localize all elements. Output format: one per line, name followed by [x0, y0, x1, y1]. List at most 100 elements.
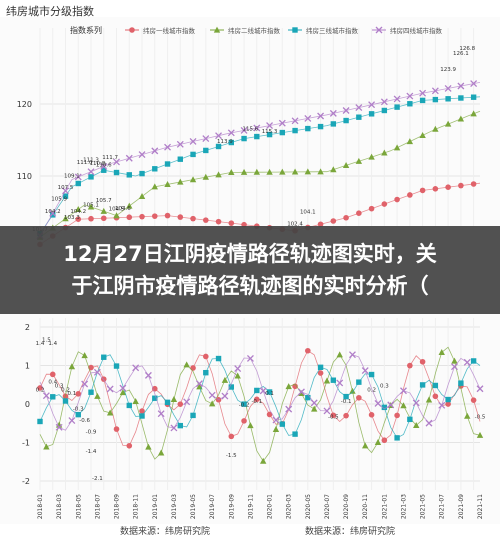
chart1-marker [100, 207, 107, 214]
chart1-data-label: 102.4 [287, 222, 303, 228]
article-title-banner: 12月27日江阴疫情路径轨迹图实时，关 于江阴市疫情路径轨迹图的实时分析（ [0, 226, 500, 314]
chart2-marker [458, 380, 464, 386]
chart2-marker [279, 421, 286, 427]
chart2-marker [145, 443, 152, 450]
chart2-marker [464, 412, 471, 419]
chart2-marker [119, 389, 127, 396]
chart1-marker [253, 168, 261, 175]
chart2-marker [254, 396, 260, 403]
chart2-x-tick-label: 2018-05 [75, 494, 82, 519]
header-title: 纬房城市分级指数 [6, 5, 94, 18]
chart2-marker [419, 358, 426, 365]
chart1-marker [240, 168, 248, 175]
chart2-x-tick-label: 2021-11 [477, 494, 484, 519]
source-note-left: 数据来源：纬房研究院 [120, 527, 211, 537]
chart1-y-tick-label: 110 [17, 172, 32, 181]
chart2-panel [0, 314, 500, 524]
chart1-marker [190, 151, 196, 158]
chart1-marker [393, 144, 401, 151]
chart1-marker [432, 125, 439, 132]
chart1-marker [176, 140, 184, 148]
chart1-data-label: 105.9 [51, 197, 67, 203]
chart1-marker [228, 169, 235, 175]
chart2-marker [119, 384, 127, 392]
banner-line-2: 于江阴市疫情路径轨迹图的实时分析（ [71, 274, 429, 298]
chart2-marker [305, 347, 311, 354]
chart2-marker [49, 371, 56, 378]
chart1-data-label: 105.1 [83, 202, 99, 208]
chart2-y-tick-label: -1 [22, 439, 30, 448]
chart1-marker [381, 201, 388, 207]
chart1-data-label: 115.6 [243, 127, 259, 133]
chart2-marker [106, 409, 114, 416]
chart2-marker [400, 387, 407, 395]
chart1-marker [470, 94, 477, 100]
chart2-marker [221, 392, 229, 400]
chart2-marker [75, 411, 81, 418]
chart2-marker [42, 392, 50, 400]
chart1-marker [101, 167, 107, 173]
chart1-legend-title: 指数系列 [70, 25, 102, 35]
chart2-marker [343, 412, 349, 419]
chart1-marker [419, 187, 426, 194]
chart1-data-label: 104.1 [300, 209, 316, 215]
chart1-marker [470, 181, 477, 187]
chart2-marker [362, 442, 369, 449]
chart2-marker [451, 357, 458, 364]
chart2-marker [215, 355, 222, 362]
chart1-marker [279, 129, 286, 136]
legend-marker [129, 27, 135, 33]
chart1-marker [432, 96, 439, 103]
chart2-marker [381, 437, 388, 444]
chart2-marker [438, 348, 445, 355]
chart2-data-label: 1.4 [48, 341, 57, 347]
chart2-marker [37, 385, 43, 391]
chart2-x-tick-label: 2019-05 [190, 494, 197, 519]
legend-entry: 纬房二线城市指数 [228, 26, 281, 35]
chart2-marker [132, 364, 140, 372]
chart2-x-tick-label: 2018-03 [56, 494, 63, 519]
chart1-marker [355, 104, 363, 112]
chart1-marker [75, 180, 81, 187]
chart1-marker [164, 181, 171, 187]
chart2-marker [241, 401, 247, 407]
chart1-data-label: 126.1 [453, 51, 469, 57]
chart1-marker [445, 96, 451, 102]
chart2-marker [285, 383, 292, 390]
chart2-marker [246, 354, 254, 362]
chart1-marker [278, 119, 286, 127]
chart2-marker [343, 393, 349, 400]
chart2-marker [202, 353, 209, 360]
chart2-marker [292, 431, 298, 437]
chart1-marker [444, 120, 452, 127]
chart2-marker [68, 417, 76, 425]
chart1-marker [291, 117, 299, 125]
chart2-marker [297, 388, 305, 396]
chart2-data-label: -0.1 [341, 399, 352, 405]
chart2-marker [356, 394, 362, 401]
chart2-x-tick-label: 2020-09 [343, 494, 350, 519]
chart1-marker [355, 157, 363, 164]
chart1-marker [317, 221, 324, 228]
legend-marker [292, 27, 298, 33]
chart2-marker [208, 400, 216, 407]
chart2-marker [94, 392, 101, 399]
chart2-x-tick-label: 2019-11 [247, 494, 254, 519]
chart2-marker [170, 396, 178, 403]
chart2-marker [183, 398, 191, 406]
chart2-series-line [39, 346, 481, 462]
chart1-data-label: 103.3 [64, 215, 80, 221]
chart2-marker [394, 412, 400, 419]
chart2-marker [132, 398, 139, 405]
chart2-marker [190, 365, 196, 371]
chart2-marker [407, 362, 413, 369]
chart2-y-tick-label: 2 [25, 323, 30, 332]
chart1-marker [113, 158, 120, 166]
chart1-data-label: 109.1 [64, 173, 80, 179]
chart2-marker [241, 418, 247, 424]
chart2-marker [368, 371, 375, 378]
legend-entry: 纬房一线城市指数 [143, 26, 196, 35]
chart1-marker [202, 135, 210, 143]
chart2-marker [266, 389, 273, 395]
